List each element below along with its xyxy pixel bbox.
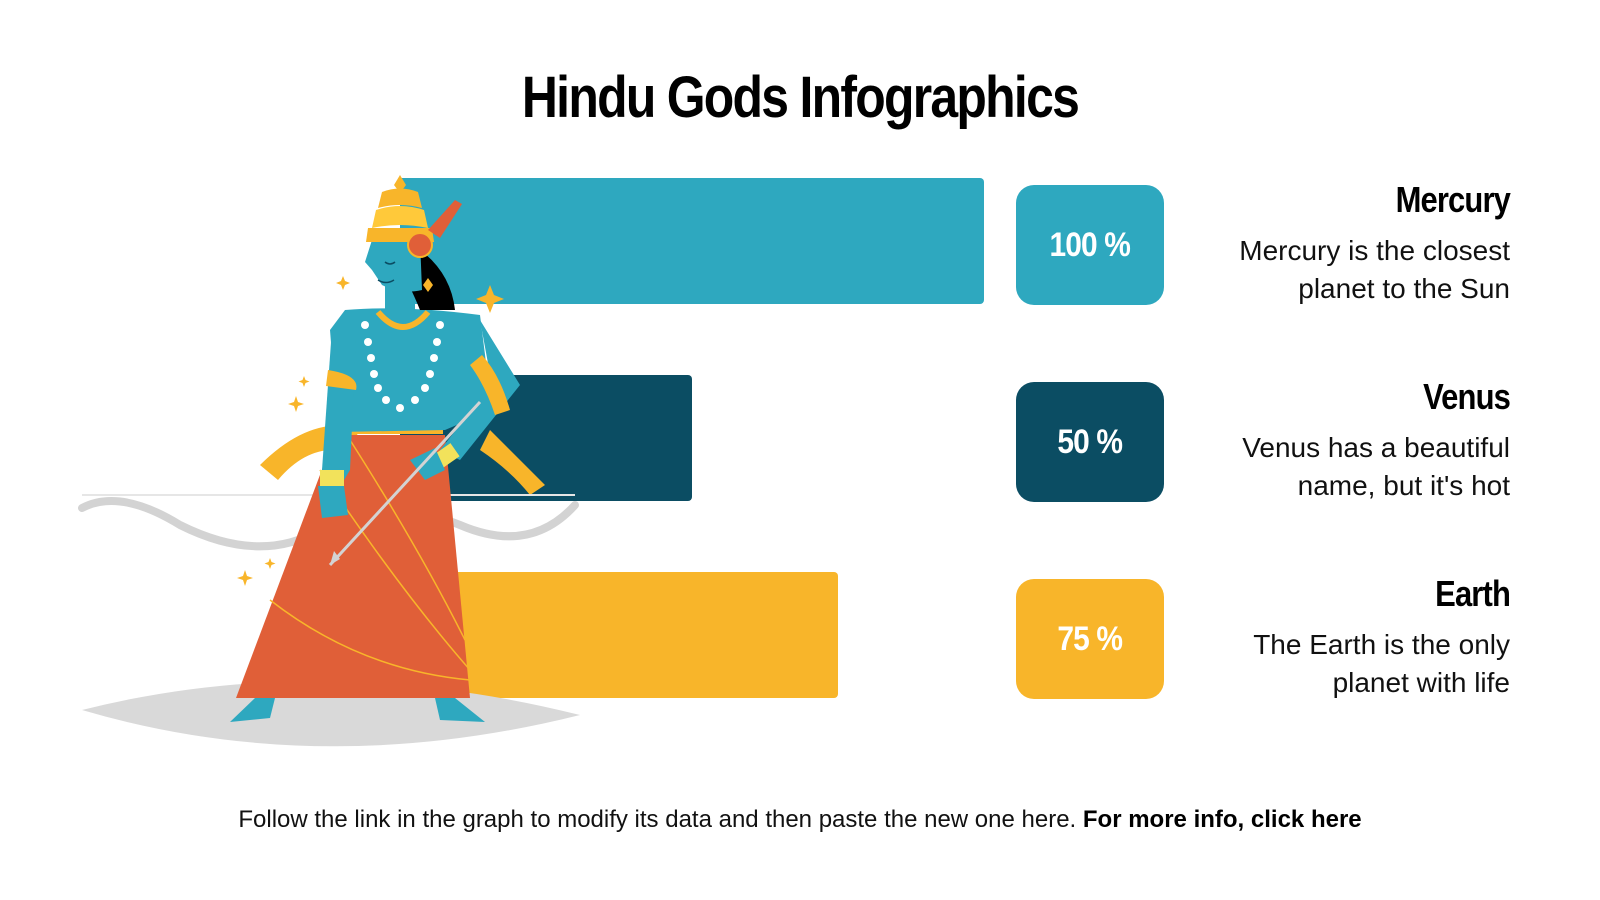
value-label: 50 % <box>1057 422 1124 461</box>
value-badge-earth: 75 % <box>1016 579 1164 699</box>
footer-text: Follow the link in the graph to modify i… <box>238 806 1083 833</box>
item-description: Venus has a beautiful name, but it's hot <box>1242 432 1510 501</box>
value-label: 75 % <box>1057 619 1124 658</box>
label-earth: Earth The Earth is the only planet with … <box>1170 573 1511 702</box>
label-mercury: Mercury Mercury is the closest planet to… <box>1170 179 1511 308</box>
item-title: Venus <box>1423 376 1511 417</box>
sparkle-icons <box>237 276 504 586</box>
bar-mercury <box>400 178 984 304</box>
item-title: Mercury <box>1395 179 1511 220</box>
value-label: 100 % <box>1049 225 1131 264</box>
hindu-god-archer-illustration <box>78 175 580 747</box>
item-title: Earth <box>1435 573 1511 614</box>
value-badge-mercury: 100 % <box>1016 185 1164 305</box>
value-badge-venus: 50 % <box>1016 382 1164 502</box>
item-description: The Earth is the only planet with life <box>1253 629 1510 698</box>
label-venus: Venus Venus has a beautiful name, but it… <box>1170 376 1511 505</box>
item-description: Mercury is the closest planet to the Sun <box>1239 235 1510 304</box>
footer-note: Follow the link in the graph to modify i… <box>0 806 1600 834</box>
page-title: Hindu Gods Infographics <box>521 65 1080 130</box>
more-info-link[interactable]: For more info, click here <box>1082 806 1362 833</box>
bar-earth <box>400 572 838 698</box>
